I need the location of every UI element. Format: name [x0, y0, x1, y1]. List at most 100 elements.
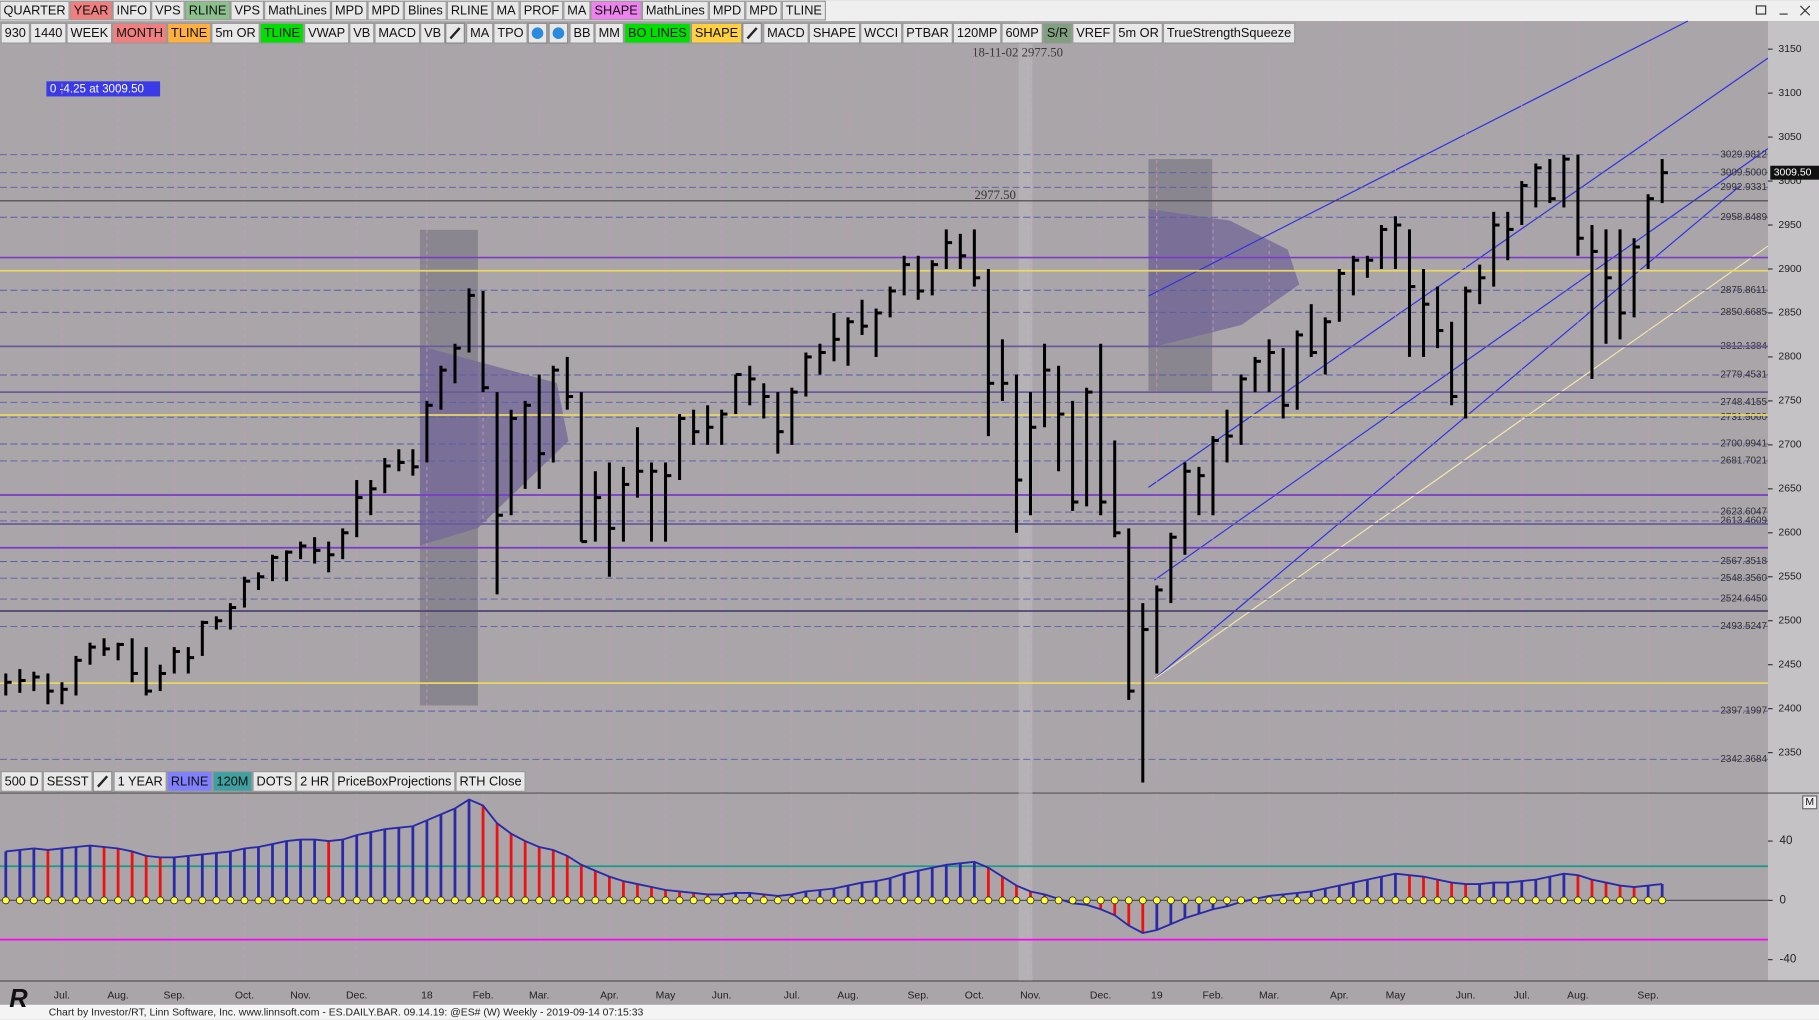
toolbar-button-label[interactable]: YEAR: [74, 3, 109, 18]
toolbar-button[interactable]: [708, 0, 746, 21]
toolbar-button[interactable]: [29, 22, 67, 44]
toolbar-button[interactable]: [493, 22, 528, 44]
toolbar-button-label[interactable]: RTH Close: [460, 773, 522, 788]
toolbar-button[interactable]: [808, 22, 861, 44]
toolbar-button-label[interactable]: MA: [567, 3, 587, 18]
toolbar-button[interactable]: [367, 0, 404, 21]
toolbar-button-label[interactable]: VWAP: [308, 25, 345, 40]
toolbar-button-label[interactable]: 120MP: [957, 25, 997, 40]
toolbar-button[interactable]: [952, 22, 1002, 44]
toolbar-button[interactable]: [151, 0, 185, 21]
toolbar-button[interactable]: [1042, 22, 1073, 44]
toolbar-button-label[interactable]: 5m OR: [1118, 25, 1158, 40]
toolbar-button[interactable]: [66, 22, 113, 44]
toolbar-button[interactable]: [166, 771, 213, 792]
toolbar-button[interactable]: [0, 0, 70, 21]
toolbar-button[interactable]: [1114, 22, 1163, 44]
toolbar-button-label[interactable]: SHAPE: [595, 3, 638, 18]
toolbar-button-label[interactable]: SHAPE: [813, 25, 856, 40]
toolbar-button[interactable]: [455, 771, 526, 792]
toolbar-button-label[interactable]: DOTS: [257, 773, 292, 788]
toolbar-button-label[interactable]: MPD: [335, 3, 363, 18]
toolbar-button-label[interactable]: 930: [5, 25, 26, 40]
toolbar-button[interactable]: [594, 22, 624, 44]
toolbar-button-label[interactable]: WCCI: [864, 25, 898, 40]
close-button[interactable]: [1800, 5, 1811, 16]
toolbar-button-label[interactable]: 2 HR: [300, 773, 329, 788]
toolbar-button[interactable]: [446, 0, 493, 21]
toolbar-button[interactable]: [569, 22, 595, 44]
toolbar-button[interactable]: [374, 22, 421, 44]
toolbar-button[interactable]: [860, 22, 903, 44]
toolbar-button-label[interactable]: MM: [599, 25, 620, 40]
toolbar-button[interactable]: [167, 22, 212, 44]
toolbar-button[interactable]: [304, 22, 350, 44]
toolbar-button[interactable]: [492, 0, 520, 21]
toolbar-button-label[interactable]: RLINE: [171, 773, 209, 788]
toolbar-button[interactable]: [0, 771, 43, 792]
toolbar-button-label[interactable]: VB: [353, 25, 370, 40]
toolbar-button[interactable]: [420, 22, 446, 44]
restore-button[interactable]: [1755, 5, 1767, 15]
toolbar-button-label[interactable]: MONTH: [116, 25, 163, 40]
toolbar-button[interactable]: [690, 22, 743, 44]
toolbar-button-label[interactable]: MPD: [372, 3, 400, 18]
toolbar-button[interactable]: [330, 0, 368, 21]
toolbar-button-label[interactable]: RLINE: [189, 3, 227, 18]
toolbar-button[interactable]: [212, 771, 253, 792]
toolbar-button[interactable]: [590, 0, 642, 21]
toolbar-button[interactable]: [230, 0, 265, 21]
toolbar-button-label[interactable]: WEEK: [71, 25, 109, 40]
toolbar-button-label[interactable]: S/R: [1047, 25, 1068, 40]
toolbar-button-label[interactable]: PTBAR: [906, 25, 949, 40]
toolbar-button-label[interactable]: 1440: [34, 25, 62, 40]
toolbar-button[interactable]: [563, 0, 591, 21]
toolbar-button-label[interactable]: SHAPE: [695, 25, 738, 40]
toolbar-button[interactable]: [1001, 22, 1043, 44]
toolbar-button[interactable]: [763, 22, 809, 44]
toolbar-button-label[interactable]: QUARTER: [3, 3, 65, 18]
toolbar-button[interactable]: [1162, 22, 1296, 44]
toolbar-button[interactable]: [745, 0, 782, 21]
toolbar-button-label[interactable]: MPD: [749, 3, 777, 18]
toolbar-button[interactable]: [112, 0, 152, 21]
toolbar-button-label[interactable]: SESST: [47, 773, 89, 788]
toolbar-button[interactable]: [403, 0, 447, 21]
toolbar-button[interactable]: [259, 22, 305, 44]
toolbar-button[interactable]: [0, 22, 30, 44]
toolbar-button[interactable]: [264, 0, 331, 21]
toolbar-button[interactable]: [1072, 22, 1115, 44]
toolbar-button-label[interactable]: BB: [573, 25, 590, 40]
toolbar-button-label[interactable]: VPS: [155, 3, 181, 18]
toolbar-button-label[interactable]: VPS: [234, 3, 260, 18]
toolbar-button-label[interactable]: TLINE: [786, 3, 822, 18]
toolbar-button-label[interactable]: VB: [424, 25, 441, 40]
toolbar-button-label[interactable]: PROF: [524, 3, 560, 18]
toolbar-button-label[interactable]: MPD: [713, 3, 741, 18]
toolbar-button-label[interactable]: 5m OR: [215, 25, 255, 40]
toolbar-button[interactable]: [42, 771, 93, 792]
toolbar-button-label[interactable]: TPO: [497, 25, 523, 40]
toolbar-button[interactable]: [184, 0, 231, 21]
toolbar-button-label[interactable]: MA: [470, 25, 490, 40]
toolbar-button-label[interactable]: INFO: [117, 3, 148, 18]
toolbar-button-label[interactable]: Blines: [408, 3, 443, 18]
toolbar-button[interactable]: [113, 771, 167, 792]
toolbar-button[interactable]: [466, 22, 494, 44]
toolbar-button-label[interactable]: TLINE: [264, 25, 300, 40]
toolbar-button-label[interactable]: 60MP: [1005, 25, 1038, 40]
toolbar-button[interactable]: [296, 771, 334, 792]
toolbar-button-label[interactable]: BO LINES: [628, 25, 687, 40]
toolbar-button[interactable]: [902, 22, 953, 44]
toolbar-button[interactable]: [252, 771, 297, 792]
toolbar-button-label[interactable]: MACD: [767, 25, 805, 40]
toolbar-button[interactable]: [349, 22, 375, 44]
toolbar-button-label[interactable]: TrueStrengthSqueeze: [1167, 25, 1291, 40]
toolbar-button[interactable]: [211, 22, 260, 44]
toolbar-button-label[interactable]: MACD: [378, 25, 416, 40]
toolbar-button-label[interactable]: RLINE: [451, 3, 489, 18]
toolbar-button-label[interactable]: MathLines: [646, 3, 705, 18]
toolbar-button-label[interactable]: TLINE: [171, 25, 207, 40]
toolbar-button-label[interactable]: VREF: [1076, 25, 1110, 40]
toolbar-button[interactable]: [69, 0, 113, 21]
